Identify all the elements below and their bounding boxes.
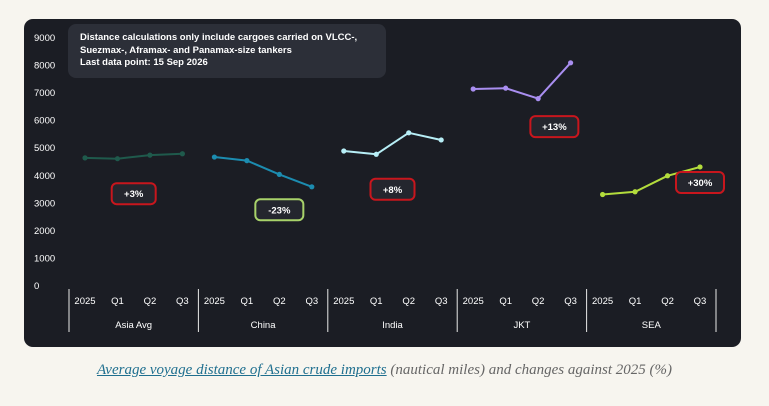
data-point (82, 155, 88, 161)
y-tick-label: 4000 (34, 171, 55, 182)
change-badge-label: +8% (383, 185, 403, 196)
data-point (535, 96, 541, 102)
series-line (473, 62, 572, 100)
x-tick-label: 2025 (592, 296, 613, 307)
change-badge (675, 171, 725, 195)
x-tick-label: Q1 (499, 296, 512, 307)
y-tick-label: 1000 (34, 253, 55, 264)
data-point (211, 154, 217, 160)
x-tick-label: Q1 (370, 296, 383, 307)
data-point (179, 151, 185, 157)
change-badge-label: +13% (542, 122, 567, 133)
x-tick-label: 2025 (74, 296, 95, 307)
y-tick-label: 8000 (34, 61, 55, 72)
x-tick-label: 2025 (204, 296, 225, 307)
x-tick-label: Q2 (144, 296, 157, 307)
data-point (438, 137, 444, 143)
data-point (114, 156, 121, 162)
change-badge-label: +3% (124, 189, 144, 200)
data-point (147, 152, 153, 158)
group-label: India (382, 320, 403, 331)
data-point (503, 85, 509, 91)
change-badge (254, 198, 305, 222)
note-line: Distance calculations only include cargo… (80, 32, 358, 43)
x-tick-label: Q2 (273, 296, 286, 307)
data-point (276, 171, 282, 177)
group-label: China (251, 320, 277, 331)
change-badge (110, 182, 157, 206)
x-tick-label: 2025 (463, 296, 484, 307)
y-tick-label: 2000 (34, 226, 55, 237)
group-label: SEA (642, 320, 662, 331)
note-box: Distance calculations only include cargo… (68, 24, 386, 78)
caption-text: (nautical miles) and changes against 202… (386, 362, 673, 378)
note-line: Suezmax-, Aframax- and Panamax-size tank… (80, 44, 292, 56)
caption-link[interactable]: Average voyage distance of Asian crude i… (96, 362, 387, 378)
x-tick-label: Q3 (176, 296, 189, 307)
data-point (568, 60, 574, 66)
chart-card: 0 1000 2000 3000 4000 5000 6000 7000 8000 9000 202… (24, 19, 741, 347)
x-tick-label: Q1 (241, 296, 254, 307)
y-tick-label: 0 (34, 281, 39, 292)
data-point (697, 164, 703, 170)
data-point (632, 189, 638, 195)
x-tick-label: Q2 (532, 296, 545, 307)
y-tick-label: 7000 (34, 88, 55, 99)
data-point (470, 86, 476, 92)
change-badge (369, 177, 416, 201)
x-tick-label: Q1 (111, 296, 124, 307)
change-badge-label: +30% (688, 178, 713, 189)
series-line (214, 156, 313, 188)
data-point (309, 184, 315, 190)
x-tick-label: Q3 (564, 296, 577, 307)
y-tick-label: 5000 (34, 143, 55, 154)
x-tick-label: Q2 (402, 296, 415, 307)
x-tick-label: Q3 (694, 296, 707, 307)
series-line (343, 131, 442, 156)
x-tick-label: Q1 (629, 296, 642, 307)
data-point (341, 148, 347, 154)
y-tick-label: 6000 (34, 116, 55, 127)
data-point (373, 151, 379, 157)
x-tick-label: Q2 (661, 296, 674, 307)
data-point (664, 173, 671, 179)
y-tick-label: 3000 (34, 198, 55, 209)
change-badge (529, 115, 580, 139)
group-label: Asia Avg (115, 320, 152, 331)
x-tick-label: 2025 (333, 296, 354, 307)
group-label: JKT (513, 320, 530, 331)
x-tick-label: Q3 (435, 296, 448, 307)
series-line (84, 152, 183, 160)
data-point (406, 130, 412, 136)
chart-caption: Average voyage distance of Asian crude i… (0, 362, 769, 379)
chart-svg: 0 1000 2000 3000 4000 5000 6000 7000 8000 9000 202… (34, 33, 725, 332)
data-point (244, 158, 250, 164)
x-tick-label: Q3 (305, 296, 318, 307)
data-point (600, 191, 606, 198)
change-badge-label: -23% (268, 205, 291, 216)
y-tick-label: 9000 (34, 33, 55, 44)
note-line: Last data point: 15 Sep 2026 (80, 57, 208, 68)
